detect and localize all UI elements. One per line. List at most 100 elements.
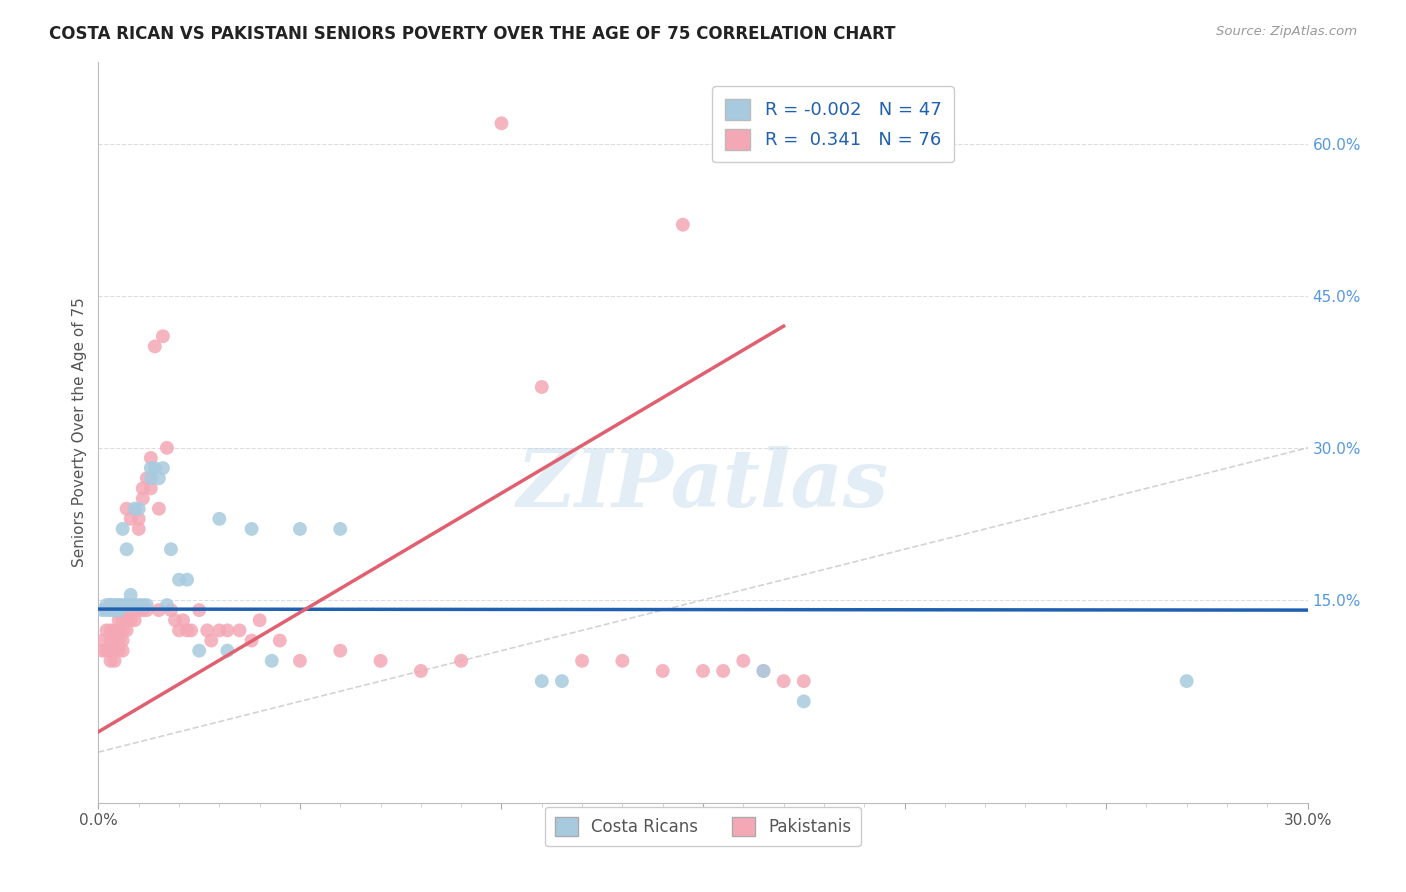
Point	[124, 603, 146, 617]
Point	[103, 603, 125, 617]
Text: ZIPatlas: ZIPatlas	[517, 446, 889, 524]
Point	[107, 603, 129, 617]
Point	[111, 633, 134, 648]
Point	[91, 633, 114, 648]
Point	[217, 643, 239, 657]
Text: COSTA RICAN VS PAKISTANI SENIORS POVERTY OVER THE AGE OF 75 CORRELATION CHART: COSTA RICAN VS PAKISTANI SENIORS POVERTY…	[49, 25, 896, 43]
Point	[124, 501, 146, 516]
Point	[530, 674, 553, 689]
Point	[288, 522, 311, 536]
Point	[103, 624, 125, 638]
Point	[100, 654, 122, 668]
Point	[249, 613, 271, 627]
Point	[103, 598, 125, 612]
Point	[111, 522, 134, 536]
Point	[103, 603, 125, 617]
Point	[217, 624, 239, 638]
Point	[96, 598, 118, 612]
Point	[176, 624, 198, 638]
Point	[571, 654, 593, 668]
Point	[180, 624, 202, 638]
Point	[96, 603, 118, 617]
Point	[115, 501, 138, 516]
Point	[208, 512, 231, 526]
Point	[132, 482, 155, 496]
Point	[176, 573, 198, 587]
Point	[111, 598, 134, 612]
Point	[115, 542, 138, 557]
Point	[195, 624, 218, 638]
Point	[120, 512, 142, 526]
Y-axis label: Seniors Poverty Over the Age of 75: Seniors Poverty Over the Age of 75	[72, 298, 87, 567]
Point	[100, 603, 122, 617]
Point	[107, 598, 129, 612]
Point	[115, 598, 138, 612]
Point	[107, 633, 129, 648]
Point	[172, 613, 194, 627]
Point	[163, 613, 186, 627]
Point	[156, 441, 179, 455]
Point	[288, 654, 311, 668]
Point	[132, 598, 155, 612]
Point	[752, 664, 775, 678]
Point	[100, 643, 122, 657]
Point	[111, 613, 134, 627]
Point	[672, 218, 695, 232]
Point	[793, 694, 815, 708]
Point	[132, 603, 155, 617]
Point	[208, 624, 231, 638]
Point	[409, 664, 432, 678]
Point	[240, 522, 263, 536]
Point	[100, 633, 122, 648]
Point	[135, 471, 157, 485]
Point	[107, 598, 129, 612]
Point	[152, 461, 174, 475]
Point	[530, 380, 553, 394]
Point	[128, 512, 150, 526]
Point	[139, 461, 162, 475]
Point	[733, 654, 755, 668]
Point	[124, 598, 146, 612]
Point	[711, 664, 734, 678]
Point	[793, 674, 815, 689]
Point	[152, 329, 174, 343]
Point	[167, 624, 190, 638]
Point	[107, 603, 129, 617]
Point	[128, 603, 150, 617]
Point	[103, 643, 125, 657]
Point	[752, 664, 775, 678]
Point	[120, 603, 142, 617]
Point	[148, 603, 170, 617]
Point	[188, 603, 211, 617]
Point	[148, 501, 170, 516]
Point	[115, 613, 138, 627]
Point	[240, 633, 263, 648]
Point	[100, 624, 122, 638]
Point	[139, 471, 162, 485]
Point	[115, 624, 138, 638]
Legend: Costa Ricans, Pakistanis: Costa Ricans, Pakistanis	[544, 807, 862, 847]
Point	[111, 624, 134, 638]
Point	[450, 654, 472, 668]
Point	[329, 643, 352, 657]
Point	[135, 603, 157, 617]
Point	[103, 633, 125, 648]
Point	[329, 522, 352, 536]
Point	[128, 501, 150, 516]
Point	[107, 613, 129, 627]
Point	[120, 598, 142, 612]
Point	[120, 588, 142, 602]
Point	[143, 461, 166, 475]
Point	[269, 633, 291, 648]
Point	[128, 598, 150, 612]
Point	[91, 603, 114, 617]
Point	[135, 598, 157, 612]
Text: Source: ZipAtlas.com: Source: ZipAtlas.com	[1216, 25, 1357, 38]
Point	[103, 654, 125, 668]
Point	[160, 603, 183, 617]
Point	[160, 542, 183, 557]
Point	[167, 573, 190, 587]
Point	[156, 598, 179, 612]
Point	[1175, 674, 1198, 689]
Point	[612, 654, 634, 668]
